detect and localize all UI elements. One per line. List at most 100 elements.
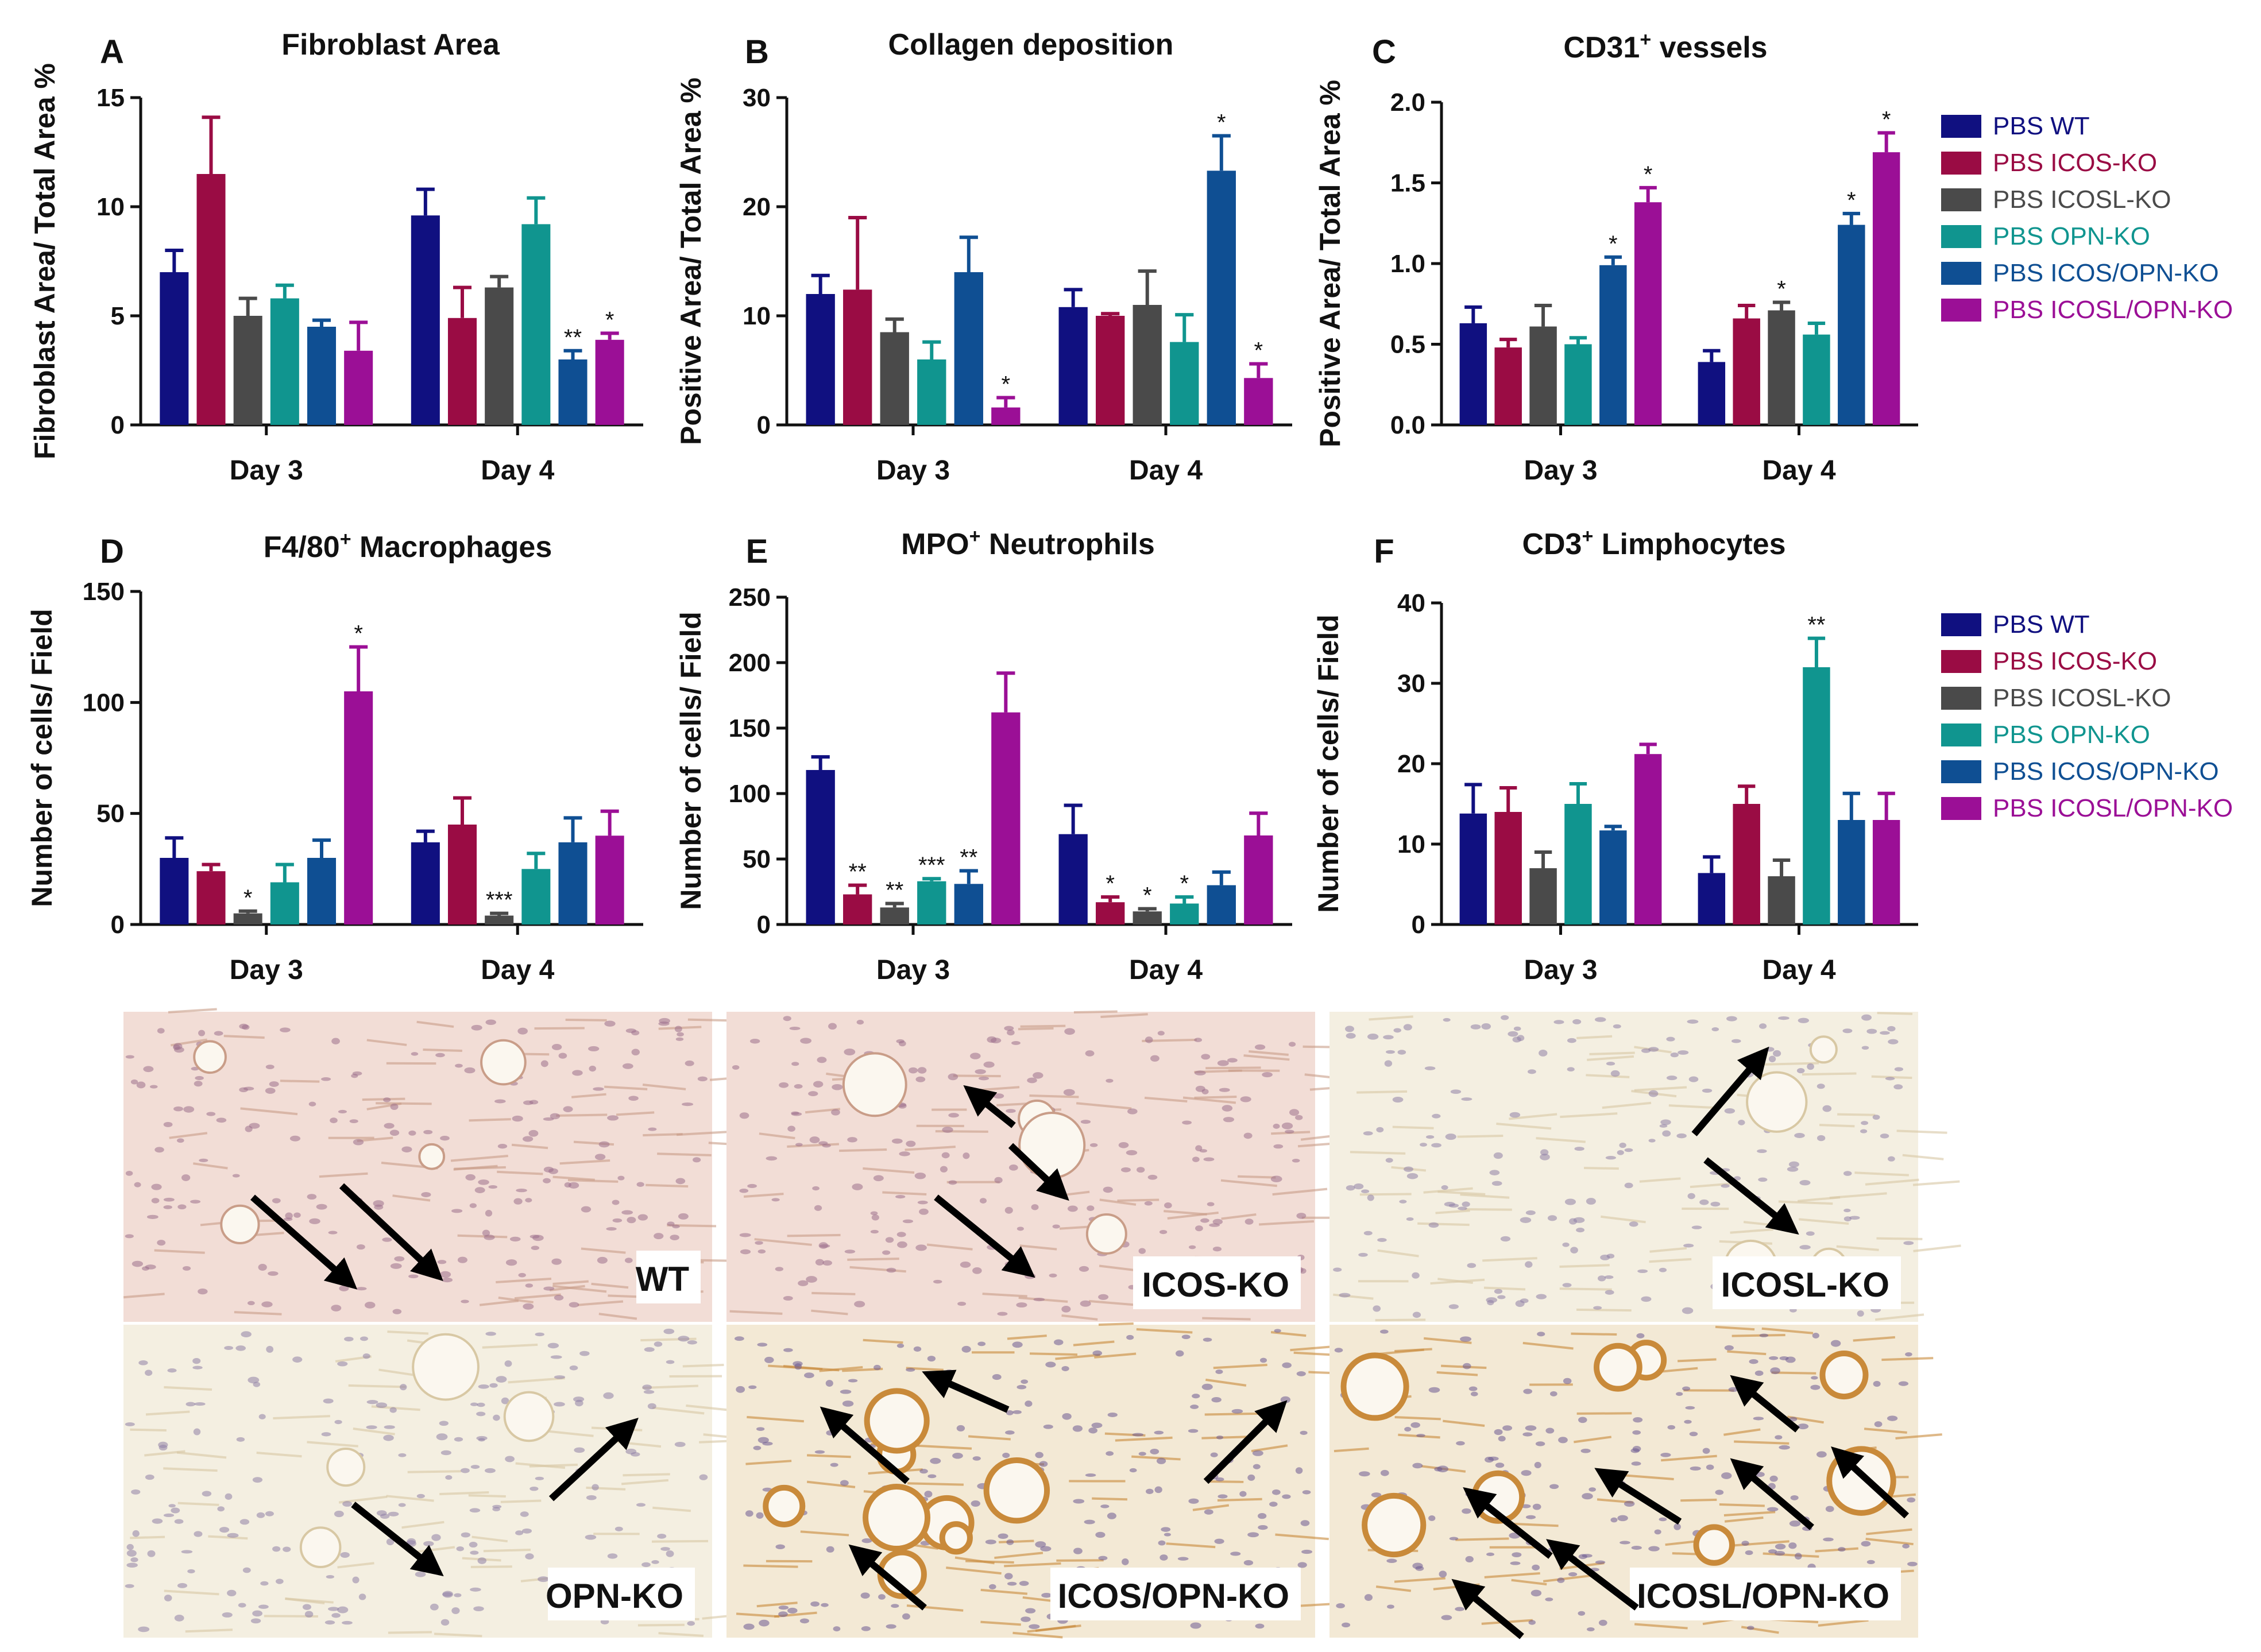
bar-pbs-opn-ko-day-3 bbox=[270, 882, 299, 924]
significance-marker: ** bbox=[849, 860, 867, 885]
cell-nucleus bbox=[401, 1146, 412, 1152]
cell-nucleus bbox=[1624, 1500, 1635, 1507]
cell-nucleus bbox=[1624, 1148, 1633, 1152]
tissue-fiber bbox=[807, 1454, 851, 1458]
cell-nucleus bbox=[1231, 1409, 1243, 1414]
cell-nucleus bbox=[1156, 1457, 1166, 1464]
cell-nucleus bbox=[806, 1276, 817, 1283]
cell-nucleus bbox=[1061, 1305, 1071, 1313]
tissue-fiber bbox=[1482, 1257, 1537, 1262]
cell-nucleus bbox=[1580, 1448, 1591, 1453]
tissue-fiber bbox=[1270, 1331, 1307, 1337]
cell-nucleus bbox=[1043, 1424, 1053, 1429]
tissue-fiber bbox=[1511, 1579, 1547, 1586]
cell-nucleus bbox=[844, 1049, 856, 1055]
y-tick-label: 0 bbox=[757, 411, 771, 439]
cell-nucleus bbox=[1412, 1272, 1420, 1279]
bar-pbs-opn-ko-day-3 bbox=[1564, 804, 1592, 924]
cell-nucleus bbox=[530, 1235, 540, 1239]
cell-nucleus bbox=[1799, 1245, 1811, 1250]
tissue-fiber bbox=[1634, 1086, 1687, 1092]
y-axis-label: Number of cells/ Field bbox=[26, 609, 58, 907]
cell-nucleus bbox=[1502, 1425, 1513, 1431]
tissue-fiber bbox=[642, 1083, 686, 1090]
tissue-fiber bbox=[906, 1604, 964, 1612]
cell-nucleus bbox=[187, 1569, 195, 1574]
cell-nucleus bbox=[1296, 1213, 1307, 1219]
cell-nucleus bbox=[351, 1074, 358, 1078]
cell-nucleus bbox=[1336, 1603, 1345, 1608]
cell-nucleus bbox=[1857, 1310, 1864, 1317]
bar-pbs-icos-opn-ko-day-4 bbox=[1838, 820, 1865, 924]
cell-nucleus bbox=[854, 1301, 865, 1307]
tissue-fiber bbox=[416, 1020, 454, 1028]
cell-nucleus bbox=[390, 1263, 402, 1269]
cell-nucleus bbox=[192, 1365, 203, 1369]
tissue-fiber bbox=[1437, 1190, 1486, 1196]
cell-nucleus bbox=[501, 1397, 509, 1405]
cell-nucleus bbox=[756, 1427, 765, 1431]
cell-nucleus bbox=[1460, 1336, 1472, 1342]
cell-nucleus bbox=[384, 1425, 395, 1429]
tissue-fiber bbox=[1734, 1440, 1790, 1445]
cell-nucleus bbox=[126, 1562, 138, 1568]
cell-nucleus bbox=[1137, 1167, 1145, 1173]
cell-nucleus bbox=[1067, 1205, 1078, 1212]
cell-nucleus bbox=[1872, 1115, 1880, 1120]
tissue-fiber bbox=[982, 1293, 1027, 1298]
cell-nucleus bbox=[1080, 1300, 1091, 1307]
significance-marker: * bbox=[1609, 231, 1618, 257]
cell-nucleus bbox=[956, 1425, 965, 1432]
cell-nucleus bbox=[747, 1183, 757, 1188]
legend-2: PBS WT PBS ICOS-KO PBS ICOSL-KO PBS OPN-KO P… bbox=[1941, 610, 2233, 822]
cell-nucleus bbox=[1562, 1242, 1570, 1247]
bar-pbs-icos-ko-day-3 bbox=[196, 174, 226, 425]
cell-nucleus bbox=[1641, 1048, 1651, 1053]
cell-nucleus bbox=[1011, 1040, 1021, 1045]
bar-pbs-icos-ko-day-3 bbox=[196, 871, 226, 924]
vessel-lumen bbox=[1693, 1524, 1735, 1566]
cell-nucleus bbox=[579, 1351, 590, 1356]
cell-nucleus bbox=[250, 1618, 261, 1624]
cell-nucleus bbox=[1798, 1017, 1810, 1023]
cell-nucleus bbox=[1443, 1017, 1451, 1022]
micrograph-label-box bbox=[1133, 1256, 1301, 1309]
tissue-fiber bbox=[454, 1166, 506, 1170]
tissue-fiber bbox=[743, 1564, 798, 1568]
cell-nucleus bbox=[163, 1121, 173, 1127]
cell-nucleus bbox=[628, 1096, 639, 1101]
cell-nucleus bbox=[1610, 1517, 1618, 1523]
cell-nucleus bbox=[398, 1503, 406, 1507]
cell-nucleus bbox=[1182, 1120, 1192, 1125]
tissue-fiber bbox=[1761, 1327, 1814, 1334]
tissue-fiber bbox=[497, 1170, 543, 1175]
cell-nucleus bbox=[1861, 1014, 1872, 1021]
cell-nucleus bbox=[1040, 1546, 1052, 1552]
micrograph-label: ICOSL-KO bbox=[1721, 1266, 1889, 1304]
cell-nucleus bbox=[856, 1020, 864, 1025]
cell-nucleus bbox=[819, 1244, 830, 1248]
tissue-fiber bbox=[457, 1234, 508, 1239]
cell-nucleus bbox=[643, 1390, 655, 1394]
bar-pbs-icosl-opn-ko-day-4 bbox=[1872, 820, 1900, 924]
cell-nucleus bbox=[383, 1097, 391, 1102]
tissue-fiber bbox=[623, 1473, 670, 1477]
bar-pbs-icos-opn-ko-day-3 bbox=[1599, 265, 1627, 425]
cell-nucleus bbox=[330, 1117, 338, 1124]
tissue-fiber bbox=[439, 1491, 489, 1496]
significance-marker: * bbox=[1644, 162, 1653, 187]
cell-nucleus bbox=[1512, 1552, 1522, 1557]
legend-swatch bbox=[1941, 760, 1981, 783]
cell-nucleus bbox=[1491, 1181, 1502, 1186]
y-tick-label: 20 bbox=[743, 193, 771, 221]
cell-nucleus bbox=[543, 1286, 555, 1291]
tissue-fiber bbox=[1166, 1542, 1216, 1549]
pointer-arrow bbox=[1008, 1143, 1069, 1201]
cell-nucleus bbox=[1188, 1498, 1199, 1504]
bar-pbs-opn-ko-day-4 bbox=[521, 224, 551, 425]
cell-nucleus bbox=[1894, 1067, 1904, 1071]
y-tick-label: 15 bbox=[96, 84, 125, 112]
cell-nucleus bbox=[1558, 1437, 1568, 1444]
tissue-fiber bbox=[470, 1565, 512, 1569]
cell-nucleus bbox=[214, 1031, 223, 1036]
